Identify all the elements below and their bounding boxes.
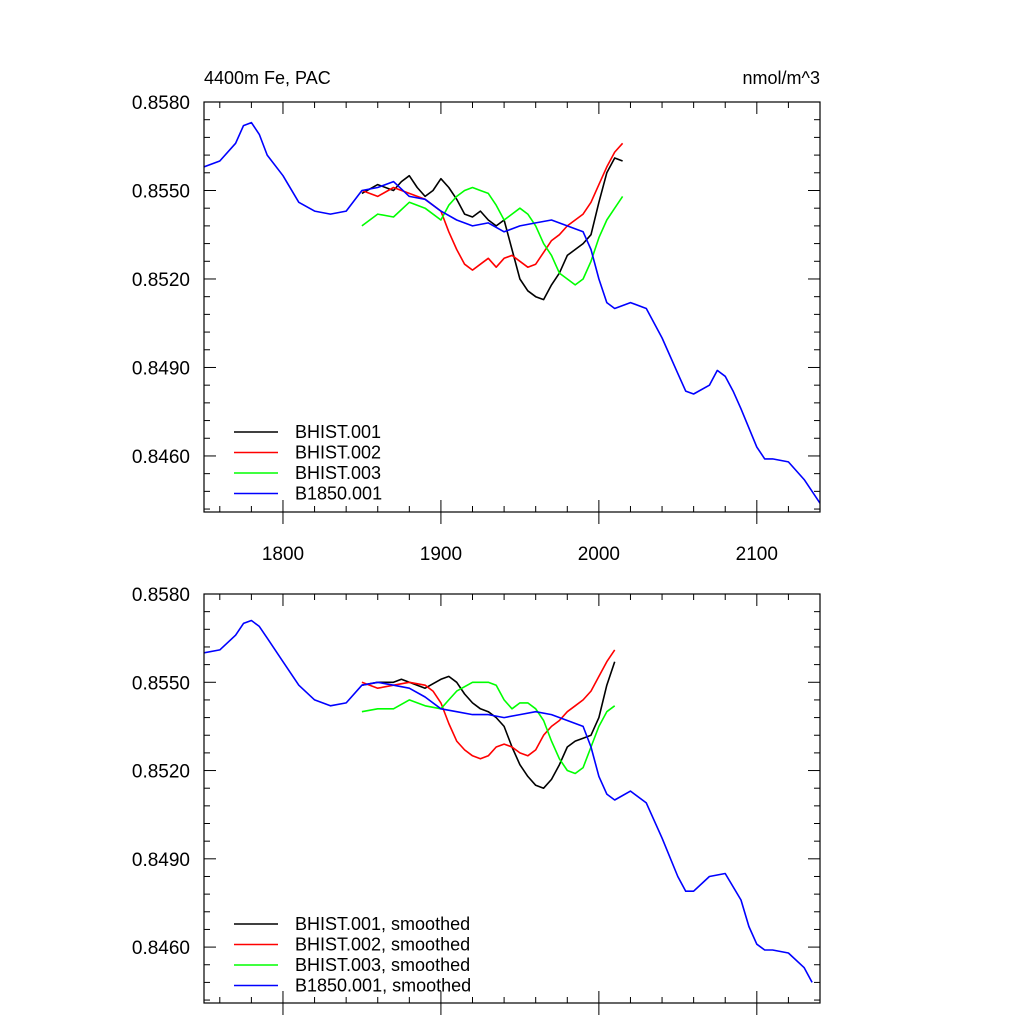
legend-label: BHIST.001 [295, 422, 381, 442]
x-tick-label: 1800 [262, 544, 304, 565]
legend-label: BHIST.003, smoothed [295, 955, 470, 975]
y-tick-label: 0.8490 [132, 358, 190, 379]
legend-label: BHIST.003 [295, 463, 381, 483]
series-line-bhist-003 [361, 186, 624, 286]
y-tick-label: 0.8550 [132, 181, 190, 202]
y-tick-label: 0.8460 [132, 447, 190, 468]
series-line-b1850-001-smoothed [204, 619, 813, 983]
legend-label: B1850.001, smoothed [295, 976, 471, 996]
y-tick-label: 0.8520 [132, 762, 190, 783]
series-line-b1850-001 [204, 121, 820, 504]
y-tick-label: 0.8580 [132, 585, 190, 606]
series-line-bhist-002 [361, 142, 624, 271]
series-group [204, 121, 820, 504]
series-line-bhist-001 [361, 157, 623, 301]
top-panel-title: 4400m Fe, PAC [204, 68, 331, 88]
y-tick-label: 0.8580 [132, 93, 190, 114]
legend-label: BHIST.001, smoothed [295, 914, 470, 934]
series-line-bhist-002-smoothed [361, 649, 616, 760]
bottom-panel: 0.8580 0.8550 0.8520 0.8490 0.8460 BHIST.001,… [132, 585, 821, 1015]
plot-frame [203, 593, 821, 1004]
series-line-bhist-001-smoothed [361, 661, 616, 790]
series-group [204, 619, 813, 983]
top-panel-units: nmol/m^3 [743, 68, 820, 88]
series-line-bhist-003-smoothed [361, 681, 616, 775]
y-tick-label: 0.8520 [132, 270, 190, 291]
y-tick-label: 0.8550 [132, 673, 190, 694]
top-panel: 4400m Fe, PAC nmol/m^3 0.8580 0.8550 0.852… [132, 68, 821, 565]
x-tick-label: 2000 [578, 544, 620, 565]
legend-label: B1850.001 [295, 484, 382, 504]
legend-label: BHIST.002 [295, 443, 381, 463]
x-tick-label: 2100 [736, 544, 778, 565]
legend-label: BHIST.002, smoothed [295, 935, 470, 955]
y-tick-label: 0.8460 [132, 938, 190, 959]
y-tick-label: 0.8490 [132, 850, 190, 871]
x-tick-label: 1900 [420, 544, 462, 565]
plot-frame [203, 101, 821, 513]
